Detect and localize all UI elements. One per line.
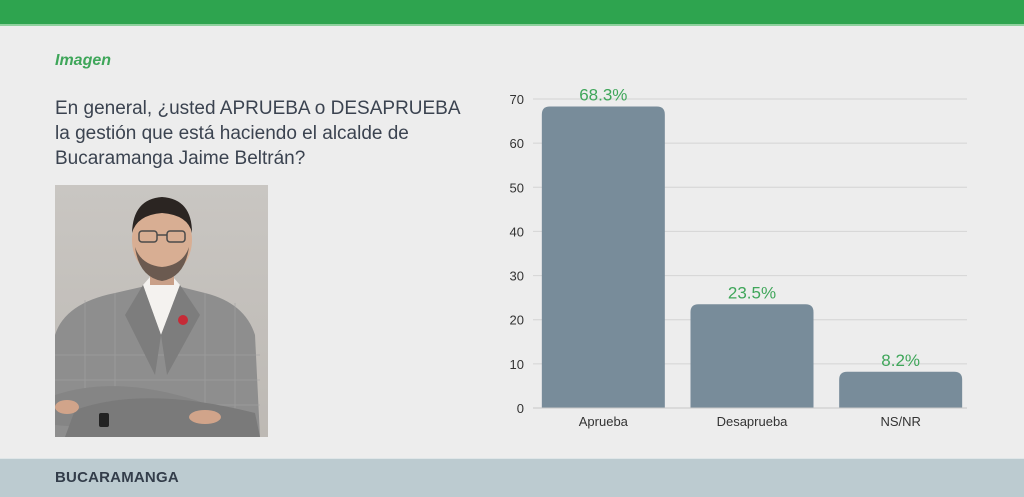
x-category-label: Aprueba [579,414,629,429]
bar-aprueba [541,106,665,409]
section-label: Imagen [55,52,112,69]
x-category-label: Desaprueba [717,414,789,429]
y-tick-label: 10 [510,357,524,372]
data-label: 8.2% [881,351,920,370]
bar-desaprueba [690,304,814,408]
y-tick-label: 60 [510,136,524,151]
data-label: 23.5% [728,283,776,302]
mayor-photo [55,185,268,437]
bar-nsnr [839,371,963,408]
y-tick-label: 20 [510,313,524,328]
portrait-illustration [55,197,260,437]
survey-question: En general, ¿usted APRUEBA o DESAPRUEBA … [55,98,460,169]
x-category-label: NS/NR [880,414,920,429]
y-tick-label: 0 [517,401,524,416]
data-label: 68.3% [579,86,627,105]
y-tick-label: 30 [510,269,524,284]
y-tick-label: 40 [510,224,524,239]
approval-bar-chart: 0 10 20 30 40 50 60 70 68.3% Aprueba 23.5% Desaprue… [500,80,980,440]
y-tick-label: 70 [510,92,524,107]
footer-bar: BUCARAMANGA [0,458,1024,497]
chart-canvas: 0 10 20 30 40 50 60 70 68.3% Aprueba 23.5% Desaprue… [510,86,967,429]
top-accent-bar [0,0,1024,24]
top-accent-bar-edge [0,24,1024,26]
y-tick-label: 50 [510,180,524,195]
footer-city-label: BUCARAMANGA [55,469,179,486]
